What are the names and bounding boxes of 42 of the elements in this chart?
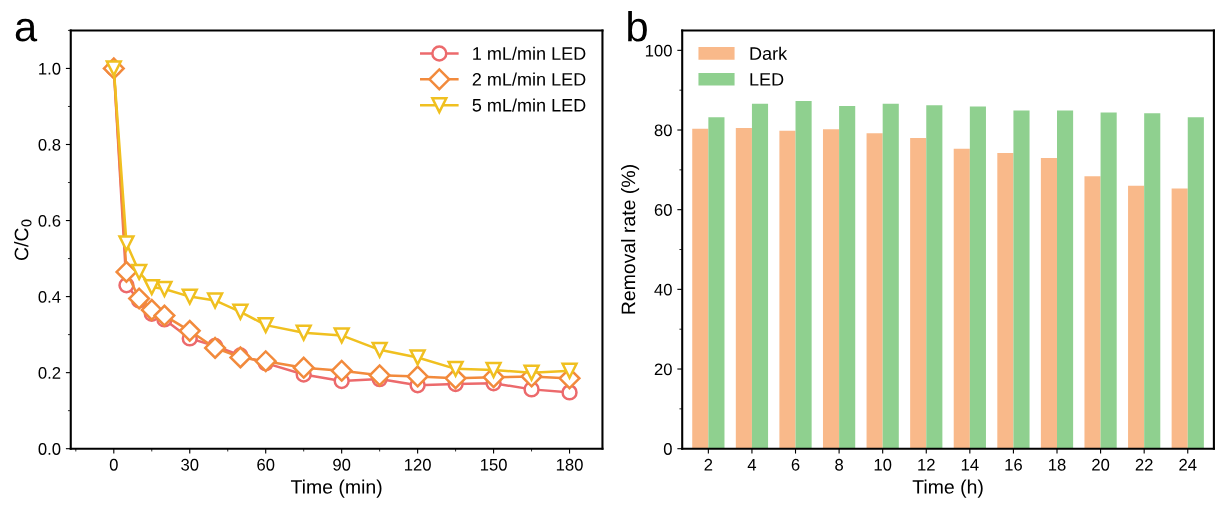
x-axis-title: Time (min) [290,479,382,498]
y-tick-label: 60 [654,204,672,216]
legend-label: LED [750,73,784,86]
x-tick-label: 16 [1005,458,1022,471]
y-axis-title: C/C$_{0}$ [14,219,32,261]
y-tick-label: 0.4 [38,291,61,303]
x-tick-label: 10 [874,458,892,471]
x-tick-label: 22 [1135,458,1153,471]
y-axis-title: Removal rate (%) [621,165,640,314]
x-tick-label: 18 [1049,458,1066,471]
x-tick-label: 0 [109,458,118,471]
x-tick-label: 4 [747,459,757,471]
legend-label: Dark [750,46,788,60]
y-tick-label: 1.0 [39,62,61,75]
y-tick-label: 0 [663,443,672,455]
chart-title: a [15,18,38,42]
x-tick-label: 2 [704,458,713,471]
legend-label: 2 mL/min LED [472,72,586,86]
x-tick-label: 24 [1179,458,1197,471]
x-tick-label: 180 [556,458,583,471]
y-tick-label: 80 [654,124,672,137]
y-tick-label: 100 [645,44,672,57]
y-tick-label: 0.6 [38,214,61,227]
y-tick-label: 40 [654,283,672,296]
x-tick-label: 6 [791,458,800,471]
y-tick-label: 0.2 [38,367,61,379]
y-tick-label: 0.0 [38,443,61,455]
x-tick-label: 60 [257,458,275,471]
y-tick-label: 20 [654,363,672,376]
legend-label: 5 mL/min LED [472,98,586,112]
x-tick-label: 150 [480,458,507,471]
x-tick-label: 90 [333,458,351,471]
x-tick-label: 30 [181,458,199,471]
x-axis-title: Time (h) [912,479,983,498]
x-tick-label: 8 [835,458,844,471]
x-tick-label: 120 [404,458,431,471]
chart-title: b [628,11,647,42]
x-tick-label: 14 [961,459,979,471]
x-tick-label: 12 [918,458,935,471]
y-tick-label: 0.8 [38,138,61,151]
x-tick-label: 20 [1092,458,1110,471]
legend-label: 1 mL/min LED [473,46,586,60]
